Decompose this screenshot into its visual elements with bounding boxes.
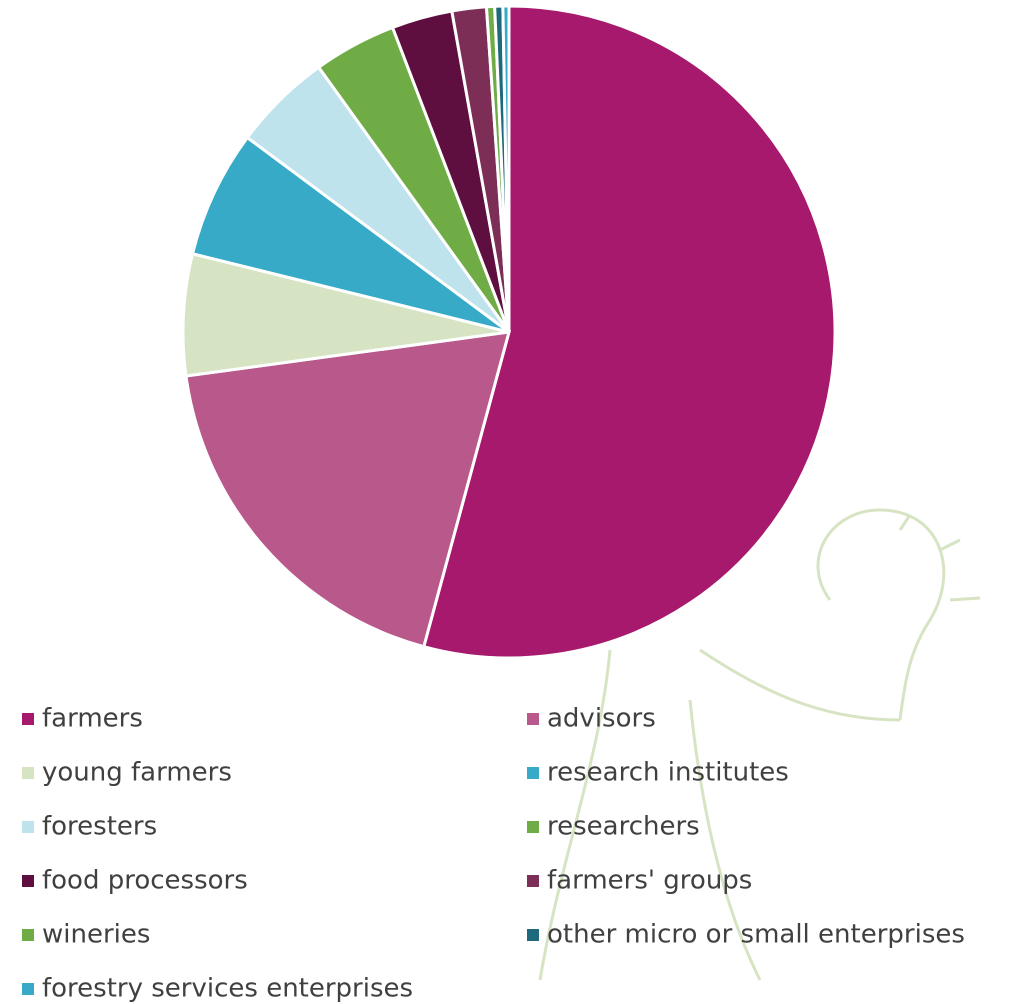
legend-swatch <box>22 983 34 995</box>
legend-label: farmers' groups <box>547 866 752 896</box>
pie-slice <box>501 4 511 333</box>
legend-swatch <box>527 929 539 941</box>
pie-slice <box>190 135 510 334</box>
legend-swatch <box>527 713 539 725</box>
legend-label: research institutes <box>547 758 789 788</box>
legend-label: foresters <box>42 812 157 842</box>
legend-label: young farmers <box>42 758 232 788</box>
legend-label: advisors <box>547 704 656 734</box>
legend-label: farmers <box>42 704 143 734</box>
legend-label: researchers <box>547 812 700 842</box>
pie-slice <box>181 251 510 378</box>
legend-label: forestry services enterprises <box>42 974 413 1004</box>
legend-swatch <box>527 821 539 833</box>
legend-swatch <box>22 875 34 887</box>
legend-swatch <box>527 767 539 779</box>
legend-swatch <box>527 875 539 887</box>
legend-label: other micro or small enterprises <box>547 920 965 950</box>
legend-swatch <box>22 713 34 725</box>
legend-swatch <box>22 929 34 941</box>
pie-slice <box>184 330 512 649</box>
legend-label: wineries <box>42 920 150 950</box>
legend-label: food processors <box>42 866 248 896</box>
legend-swatch <box>22 767 34 779</box>
background-illustration <box>538 508 981 981</box>
legend-swatch <box>22 821 34 833</box>
pie-slice <box>421 4 837 660</box>
